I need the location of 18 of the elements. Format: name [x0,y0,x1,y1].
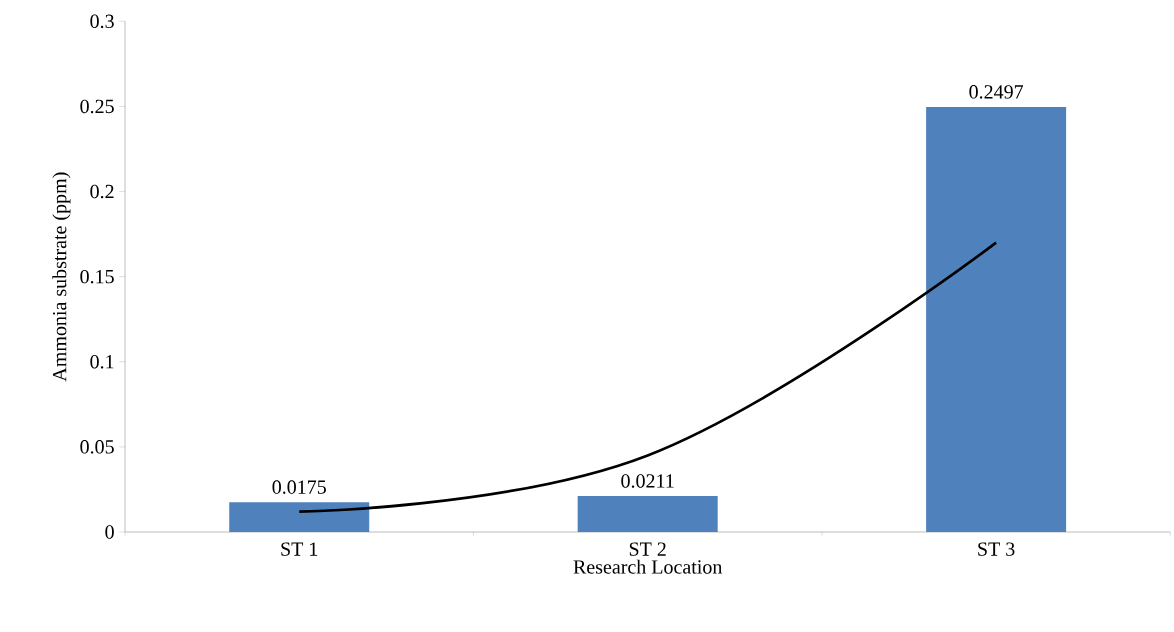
y-tick-label: 0.2 [90,184,114,199]
x-tick-label: ST 3 [978,542,1015,556]
y-tick-label: 0 [105,525,114,539]
y-tick-label: 0.25 [80,99,114,114]
bar [229,502,370,532]
data-label: 0.2497 [969,85,1024,99]
y-tick-label: 0.15 [80,269,114,284]
data-label: 0.0211 [621,474,674,488]
y-tick-label: 0.05 [80,440,114,454]
y-tick-label: 0.3 [90,14,114,29]
x-tick-label: ST 1 [281,542,318,556]
y-tick-label: 0.1 [90,354,114,369]
y-axis-title: Ammonia substrate (ppm) [52,172,71,382]
bar [926,106,1067,532]
x-axis-title: Research Location [573,559,723,574]
data-label: 0.0175 [272,480,326,494]
bar [577,496,718,532]
x-tick-label: ST 2 [629,542,666,556]
